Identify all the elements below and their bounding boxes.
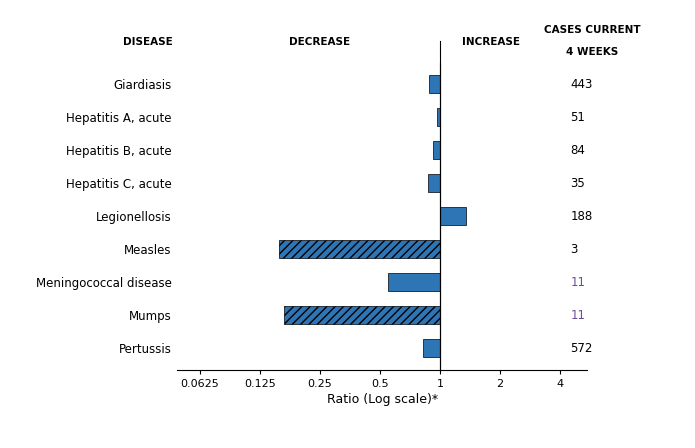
Bar bbox=[429, 75, 440, 93]
Bar bbox=[279, 240, 440, 258]
Bar bbox=[440, 207, 466, 225]
Text: 51: 51 bbox=[571, 111, 585, 124]
Bar bbox=[423, 339, 440, 357]
Text: 11: 11 bbox=[571, 309, 585, 322]
Bar bbox=[428, 174, 440, 192]
Text: 443: 443 bbox=[571, 78, 593, 90]
Text: 188: 188 bbox=[571, 210, 593, 223]
Text: 572: 572 bbox=[571, 342, 593, 355]
Text: CASES CURRENT: CASES CURRENT bbox=[544, 25, 641, 35]
Text: 84: 84 bbox=[571, 144, 585, 157]
Text: 11: 11 bbox=[571, 276, 585, 289]
Text: DISEASE: DISEASE bbox=[124, 37, 173, 47]
Bar bbox=[284, 306, 440, 324]
Text: 4 WEEKS: 4 WEEKS bbox=[566, 47, 619, 56]
Bar bbox=[437, 108, 440, 126]
Bar bbox=[388, 273, 440, 291]
X-axis label: Ratio (Log scale)*: Ratio (Log scale)* bbox=[327, 393, 438, 406]
Bar bbox=[432, 141, 440, 159]
Text: 35: 35 bbox=[571, 177, 585, 190]
Text: DECREASE: DECREASE bbox=[289, 37, 350, 47]
Text: INCREASE: INCREASE bbox=[461, 37, 520, 47]
Text: 3: 3 bbox=[571, 243, 578, 256]
